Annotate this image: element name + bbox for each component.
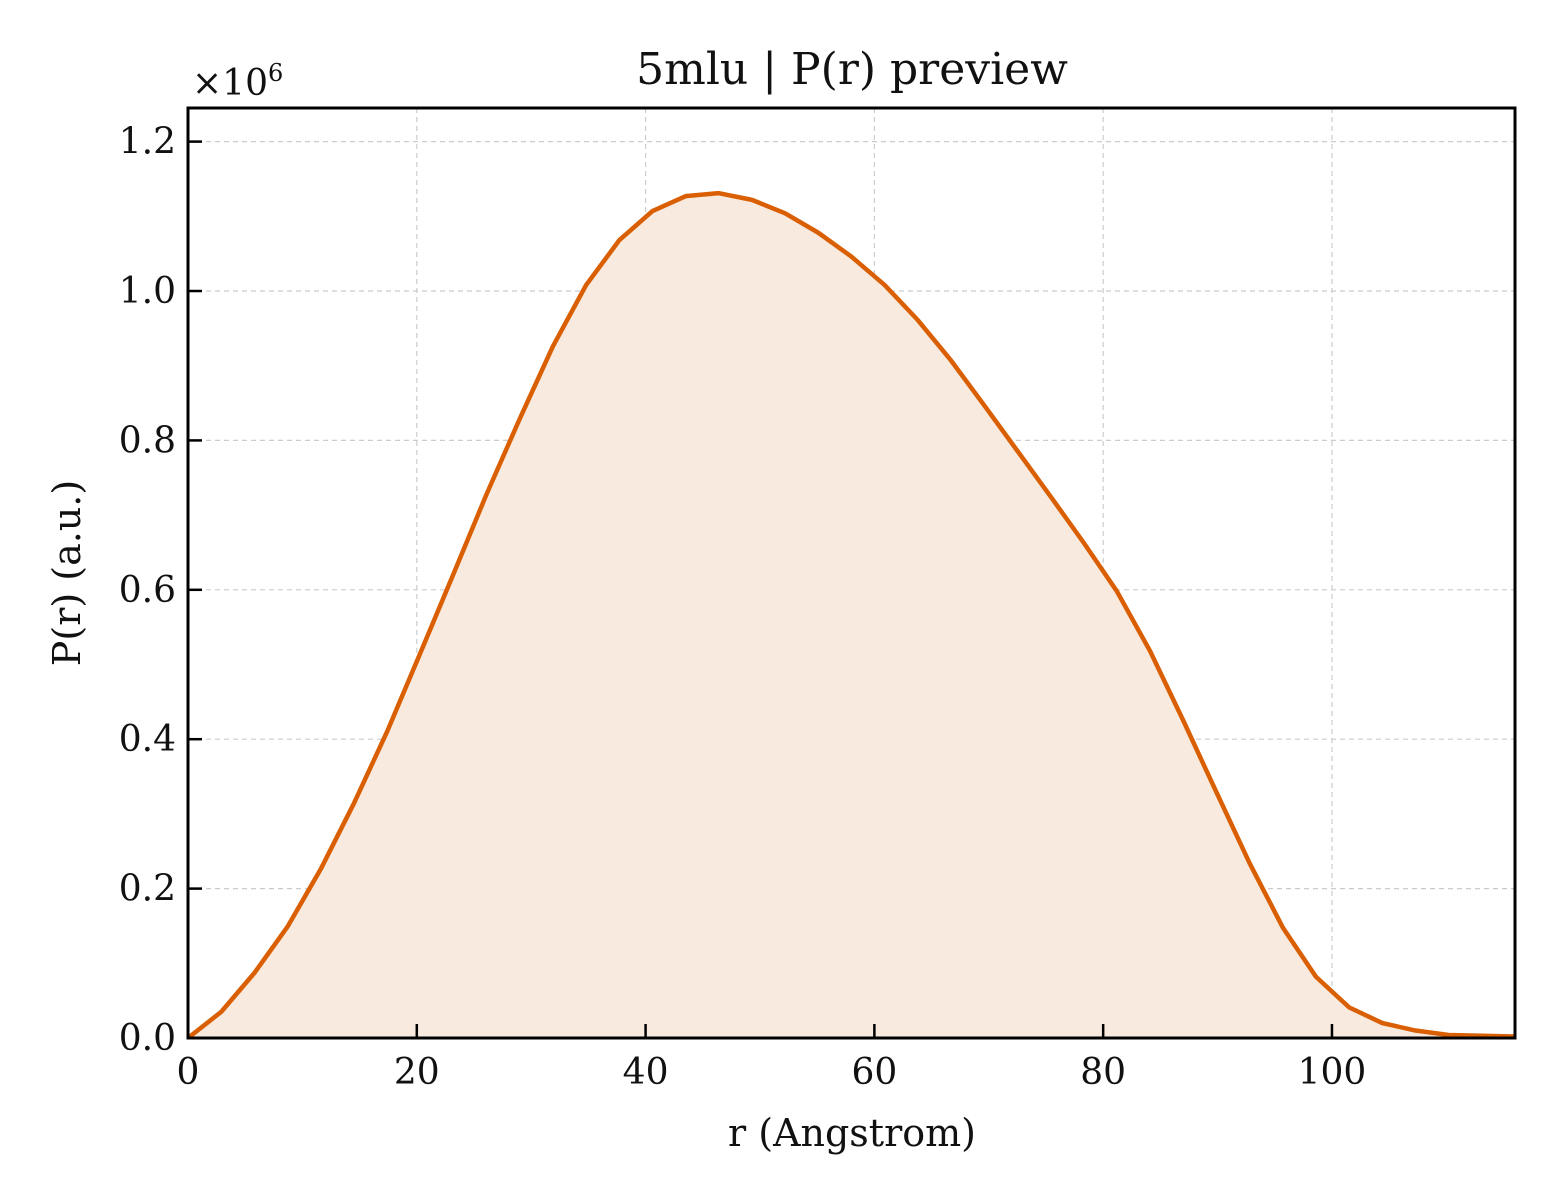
x-tick-label: 40 xyxy=(623,1052,669,1093)
x-tick-label: 20 xyxy=(394,1052,440,1093)
y-tick-label: 0.0 xyxy=(119,1018,176,1059)
x-axis-label: r (Angstrom) xyxy=(728,1111,976,1155)
plot-frame xyxy=(186,106,1517,1040)
y-tick-label: 0.6 xyxy=(119,570,176,611)
chart-title: 5mlu | P(r) preview xyxy=(636,44,1068,95)
y-tick-label: 0.2 xyxy=(119,869,176,910)
y-tick-label: 1.0 xyxy=(119,271,176,312)
y-axis-offset-text: ×106 xyxy=(192,59,283,104)
y-tick-label: 0.4 xyxy=(119,719,176,760)
axis-ticks xyxy=(186,140,1334,1040)
series-area-fill xyxy=(188,193,1515,1038)
y-axis-label: P(r) (a.u.) xyxy=(45,480,89,666)
series-line xyxy=(186,190,1516,1040)
x-tick-label: 80 xyxy=(1080,1052,1126,1093)
y-tick-label: 0.8 xyxy=(119,420,176,461)
x-tick-label: 100 xyxy=(1298,1052,1367,1093)
x-tick-label: 0 xyxy=(177,1052,200,1093)
y-tick-label: 1.2 xyxy=(119,122,176,163)
x-tick-label: 60 xyxy=(851,1052,897,1093)
